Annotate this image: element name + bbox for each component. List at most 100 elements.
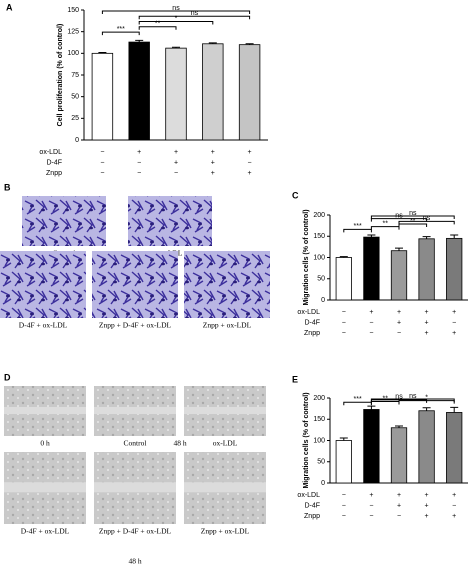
treatment-mark: +	[452, 330, 456, 337]
significance-bracket	[370, 215, 455, 219]
treatment-mark: −	[342, 502, 346, 509]
panel-label: D	[4, 372, 11, 382]
significance-bracket	[398, 223, 428, 227]
significance-label: *	[425, 394, 428, 401]
treatment-mark: −	[248, 159, 252, 166]
y-tick-label: 125	[67, 29, 79, 36]
bar	[418, 238, 435, 301]
treatment-mark: −	[137, 159, 141, 166]
bar	[202, 43, 224, 141]
treatment-mark: +	[211, 149, 215, 156]
image-caption: Znpp + ox-LDL	[201, 527, 250, 536]
scratch-gap	[94, 482, 176, 493]
significance-bracket	[101, 10, 251, 14]
error-bar	[208, 42, 217, 44]
treatment-mark: +	[248, 170, 252, 177]
treatment-name: D-4F	[304, 502, 320, 509]
treatment-mark: −	[342, 330, 346, 337]
panel-label: A	[6, 2, 13, 12]
treatment-mark: +	[425, 502, 429, 509]
treatment-mark: +	[397, 319, 401, 326]
treatment-mark: −	[342, 513, 346, 520]
error-bar	[367, 405, 376, 410]
treatment-mark: −	[100, 159, 104, 166]
y-tick-label: 150	[313, 416, 325, 423]
significance-label: ns	[423, 215, 431, 222]
error-bar	[98, 51, 107, 54]
image-caption: D-4F + ox-LDL	[19, 321, 68, 330]
treatment-mark: −	[397, 330, 401, 337]
y-axis-label: Cell proliferation (% of control)	[57, 24, 64, 127]
y-tick-label: 150	[67, 7, 79, 14]
treatment-mark: −	[342, 319, 346, 326]
error-bar	[395, 247, 403, 251]
treatment-mark: +	[425, 492, 429, 499]
treatment-mark: −	[342, 492, 346, 499]
error-bar	[450, 406, 459, 413]
treatment-mark: +	[397, 492, 401, 499]
treatment-mark: +	[425, 319, 429, 326]
bar	[446, 412, 463, 484]
significance-bracket	[138, 21, 214, 25]
micrograph	[22, 196, 106, 246]
image-caption: 0 h	[40, 439, 50, 448]
treatment-name: ox-LDL	[297, 309, 320, 316]
bar	[165, 47, 187, 141]
treatment-mark: +	[425, 513, 429, 520]
treatment-mark: −	[452, 502, 456, 509]
y-axis-label: Migration cells (% of control)	[303, 209, 310, 305]
treatment-mark: −	[397, 513, 401, 520]
error-bar	[395, 425, 403, 428]
significance-label: **	[155, 21, 161, 28]
significance-label: **	[382, 220, 388, 227]
bar	[335, 257, 352, 301]
treatment-mark: −	[137, 170, 141, 177]
treatment-mark: +	[452, 513, 456, 520]
panel-label: E	[292, 374, 298, 384]
treatment-name: ox-LDL	[297, 492, 320, 499]
scratch-gap	[184, 482, 266, 493]
y-tick-label: 0	[75, 137, 79, 144]
significance-bracket	[398, 220, 455, 225]
scratch-gap	[4, 407, 86, 414]
significance-label: *	[175, 15, 178, 22]
y-tick-label: 25	[71, 115, 79, 122]
significance-label: ***	[354, 396, 362, 403]
treatment-mark: +	[452, 309, 456, 316]
y-tick-label: 50	[317, 276, 325, 283]
treatment-mark: +	[425, 330, 429, 337]
significance-bracket	[343, 228, 372, 233]
significance-label: ns	[395, 213, 403, 220]
treatment-mark: +	[397, 502, 401, 509]
error-bar	[245, 43, 254, 45]
treatment-name: Znpp	[304, 330, 320, 337]
micrograph	[128, 196, 212, 246]
bar	[128, 41, 150, 141]
treatment-mark: −	[342, 309, 346, 316]
significance-label: ns	[395, 394, 403, 401]
bar	[390, 427, 408, 484]
image-caption: Znpp + D-4F + ox-LDL	[99, 527, 172, 536]
treatment-mark: +	[211, 170, 215, 177]
treatment-mark: −	[174, 170, 178, 177]
image-caption: Control	[124, 439, 147, 448]
significance-label: ***	[117, 26, 125, 33]
treatment-mark: +	[174, 149, 178, 156]
y-tick-label: 100	[313, 437, 325, 444]
error-bar	[172, 46, 180, 49]
micrograph	[184, 251, 270, 318]
treatment-name: Znpp	[304, 513, 320, 520]
error-bar	[135, 39, 144, 43]
scratch-gap	[94, 407, 176, 414]
treatment-mark: +	[397, 309, 401, 316]
treatment-mark: −	[369, 502, 373, 509]
treatment-mark: +	[369, 492, 373, 499]
micrograph	[92, 251, 178, 318]
treatment-name: Znpp	[46, 170, 62, 177]
significance-label: ns	[191, 10, 199, 17]
y-tick-label: 0	[321, 480, 325, 487]
significance-bracket	[370, 218, 428, 222]
bar	[91, 52, 114, 141]
error-bar	[367, 234, 376, 238]
